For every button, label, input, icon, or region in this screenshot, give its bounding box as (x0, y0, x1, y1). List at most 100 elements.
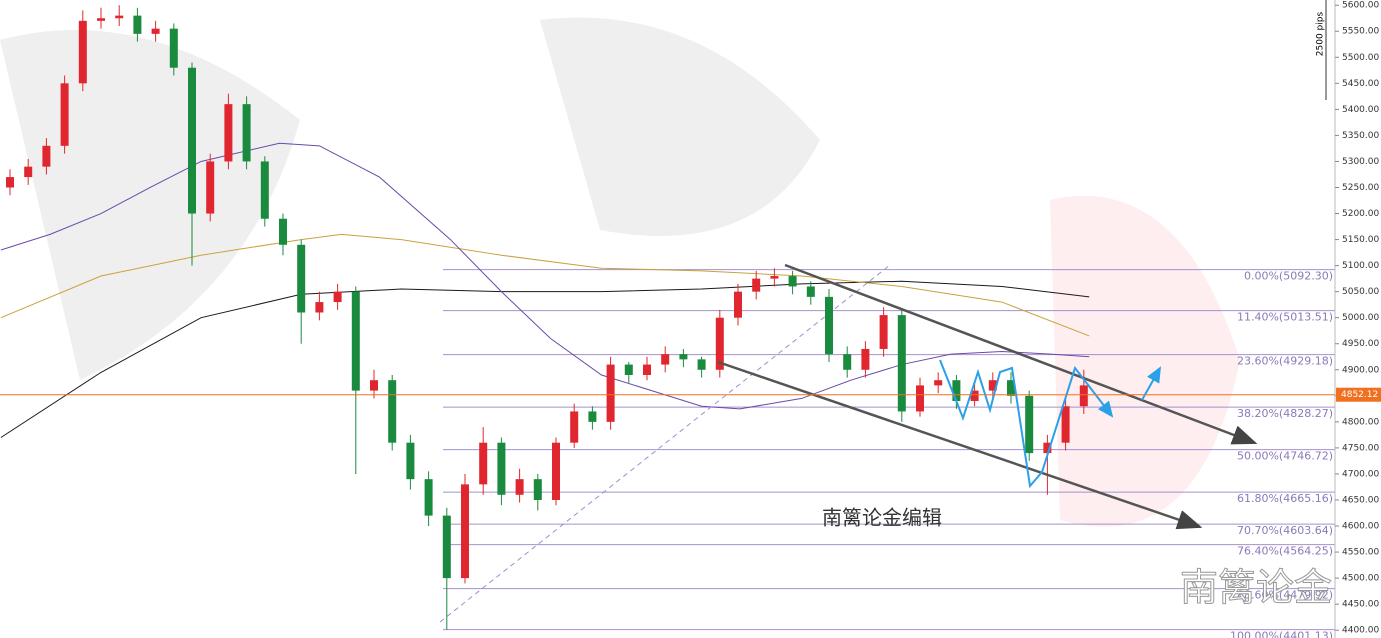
candle-body (6, 177, 14, 188)
y-tick-label: 5150.00 (1342, 235, 1379, 245)
fib-label: 11.40%(5013.51) (1237, 311, 1333, 324)
candle-body (552, 442, 560, 500)
candle-body (260, 161, 269, 219)
y-tick-label: 4750.00 (1342, 443, 1379, 453)
candle-body (643, 364, 651, 375)
candle-body (370, 380, 378, 391)
candle-body (1061, 406, 1070, 443)
candle-body (497, 442, 506, 495)
candle-body (224, 104, 233, 162)
y-tick-label: 5350.00 (1342, 131, 1379, 141)
candle-body (279, 218, 287, 245)
y-tick-label: 4900.00 (1342, 365, 1379, 375)
candle-body (970, 390, 979, 402)
candle-body (388, 380, 397, 443)
moving-average (0, 142, 1090, 410)
y-tick-label: 5400.00 (1342, 105, 1379, 115)
annotation: 南篱论金编辑 (822, 506, 942, 530)
fib-label: 38.20%(4828.27) (1237, 407, 1333, 420)
candle-body (1043, 442, 1052, 454)
candle-body (588, 411, 597, 422)
candle-body (78, 20, 87, 84)
candle-body (42, 145, 51, 167)
candle-body (861, 348, 870, 370)
candle-body (734, 291, 742, 318)
candle-body (97, 18, 105, 21)
channel-lower (717, 360, 1203, 530)
channel-upper (784, 263, 1258, 445)
candle-body (442, 515, 451, 579)
candle-body (60, 83, 69, 146)
y-tick-label: 4600.00 (1342, 522, 1379, 532)
fib-anchor-line (439, 264, 891, 623)
y-tick-label: 5550.00 (1342, 27, 1379, 37)
fib-label: 100.00%(4401.13) (1230, 630, 1333, 638)
candle-body (206, 161, 215, 214)
candle-body (479, 442, 488, 485)
candle-body (151, 28, 160, 34)
candle-body (333, 291, 342, 303)
y-tick-label: 4700.00 (1342, 469, 1379, 479)
fib-group: 0.00%(5092.30) 11.40%(5013.51) 23.60%(4929… (443, 269, 1335, 638)
candle-group (6, 5, 1088, 630)
candle-body (188, 67, 196, 214)
y-tick-label: 5000.00 (1342, 313, 1379, 323)
candle-body (424, 479, 433, 516)
candle-body (952, 380, 961, 402)
candle-body (133, 15, 142, 34)
candle-body (679, 354, 688, 360)
y-tick-label: 4650.00 (1342, 495, 1379, 505)
candle-body (242, 104, 251, 162)
candle-body (697, 359, 706, 370)
candle-body (916, 385, 924, 412)
candle-body (406, 442, 415, 480)
candle-body (897, 315, 906, 412)
candle-body (606, 364, 615, 422)
candle-body (1025, 395, 1034, 454)
candle-body (788, 276, 797, 287)
y-tick-label: 5450.00 (1342, 79, 1379, 89)
candle-body (806, 286, 815, 297)
candle-body (715, 317, 724, 370)
candle-body (461, 484, 469, 579)
candle-body (515, 479, 524, 495)
fib-label: 50.00%(4746.72) (1237, 450, 1333, 463)
candle-body (624, 364, 633, 375)
moving-average (0, 233, 1090, 337)
y-tick-label: 4950.00 (1342, 339, 1379, 349)
candle-body (879, 315, 888, 349)
fib-label: 23.60%(4929.18) (1237, 355, 1333, 368)
y-tick-label: 5050.00 (1342, 287, 1379, 297)
scale-label: 2500 pips (1316, 12, 1326, 57)
y-tick-label: 4550.00 (1342, 548, 1379, 558)
candle-body (351, 291, 360, 391)
candle-body (1079, 385, 1088, 407)
candle-body (115, 15, 124, 19)
y-tick-label: 5100.00 (1342, 261, 1379, 271)
candle-body (297, 244, 306, 313)
candle-body (1007, 380, 1015, 396)
current-price-label: 4852.12 (1341, 390, 1378, 400)
watermark: 南篱论金 (1180, 566, 1332, 610)
candle-body (24, 166, 33, 178)
candle-body (315, 302, 324, 313)
fib-label: 0.00%(5092.30) (1244, 270, 1333, 283)
fib-label: 88.60%(4479.92) (1237, 589, 1333, 602)
ma-group (0, 142, 1090, 438)
candle-body (752, 278, 761, 292)
fib-label: 70.70%(4603.64) (1237, 524, 1333, 537)
candle-body (988, 380, 997, 391)
candle-body (661, 354, 670, 365)
y-tick-label: 4400.00 (1342, 626, 1379, 636)
y-tick-label: 5250.00 (1342, 183, 1379, 193)
y-tick-label: 4500.00 (1342, 574, 1379, 584)
candle-body (934, 380, 943, 386)
y-tick-label: 5300.00 (1342, 157, 1379, 167)
fib-label: 61.80%(4665.16) (1237, 492, 1333, 505)
candle-body (533, 479, 542, 500)
candle-body (825, 296, 833, 355)
y-tick-label: 5600.00 (1342, 1, 1379, 11)
y-tick-label: 4800.00 (1342, 417, 1379, 427)
candle-body (570, 411, 579, 443)
